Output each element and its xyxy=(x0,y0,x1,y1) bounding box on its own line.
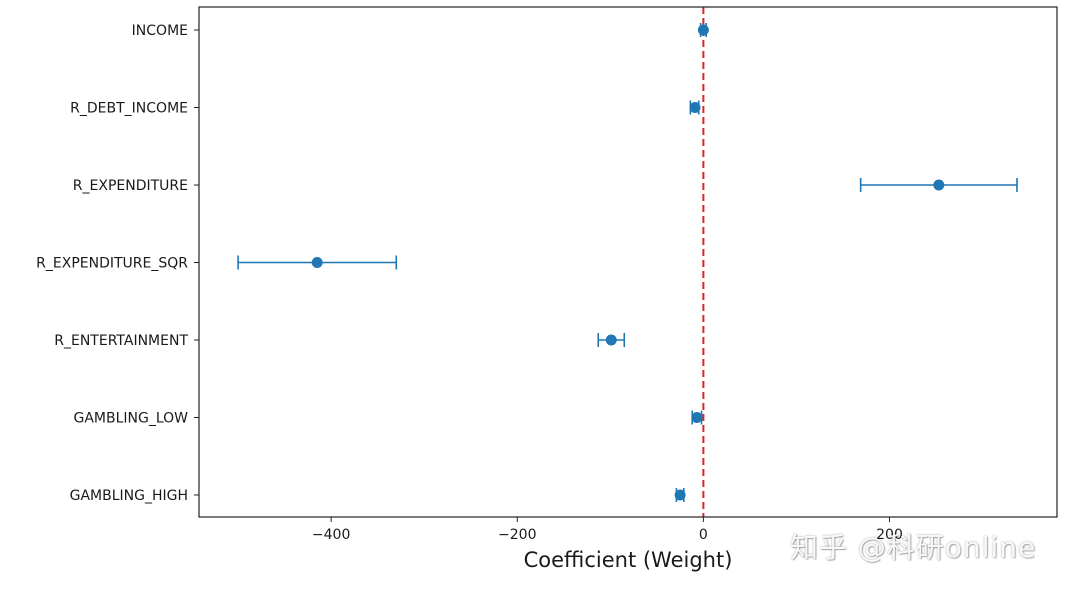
x-tick-label: 0 xyxy=(699,527,708,543)
x-tick-label: −200 xyxy=(498,527,536,543)
data-point xyxy=(933,179,945,191)
data-point xyxy=(674,489,686,501)
y-tick-label: R_DEBT_INCOME xyxy=(70,101,188,117)
x-tick-label: 200 xyxy=(876,527,903,543)
plot-frame xyxy=(198,6,1058,518)
x-axis-title: Coefficient (Weight) xyxy=(524,548,733,572)
y-tick-label: GAMBLING_HIGH xyxy=(70,488,188,504)
y-tick-label: GAMBLING_LOW xyxy=(73,411,188,427)
y-tick-label: INCOME xyxy=(132,23,188,39)
watermark: 知乎 @科研online xyxy=(790,531,1037,564)
data-point xyxy=(697,24,709,36)
y-tick-label: R_ENTERTAINMENT xyxy=(54,333,188,349)
data-point xyxy=(311,257,323,268)
data-point xyxy=(689,102,701,113)
data-point xyxy=(605,334,617,346)
y-tick-label: R_EXPENDITURE_SQR xyxy=(36,256,188,272)
x-tick-label: −400 xyxy=(312,527,350,543)
y-tick-label: R_EXPENDITURE xyxy=(73,178,188,194)
data-point xyxy=(691,412,703,423)
